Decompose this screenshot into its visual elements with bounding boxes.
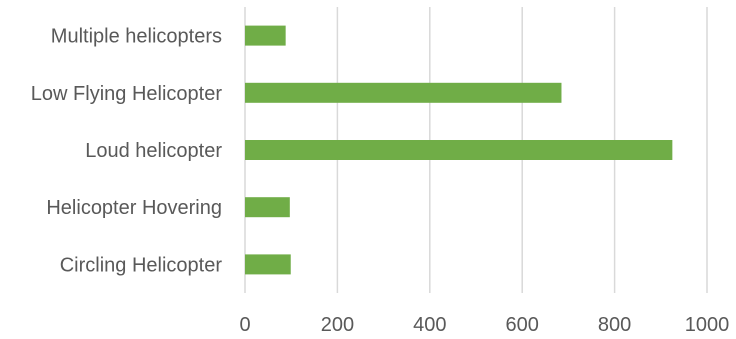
category-label: Helicopter Hovering (46, 197, 222, 219)
bar (245, 254, 291, 275)
x-axis-tick-labels: 0 200 400 600 800 1000 (239, 314, 729, 336)
x-tick-label: 200 (321, 314, 354, 336)
x-tick-label: 0 (239, 314, 250, 336)
category-label: Circling Helicopter (60, 254, 223, 276)
category-labels: Multiple helicopters Low Flying Helicopte… (31, 26, 223, 277)
bar (245, 82, 562, 103)
x-tick-label: 800 (598, 314, 631, 336)
x-tick-label: 400 (413, 314, 446, 336)
x-tick-label: 600 (506, 314, 539, 336)
x-tick-label: 1000 (685, 314, 730, 336)
category-label: Multiple helicopters (51, 26, 222, 48)
bars (245, 25, 673, 275)
category-label: Loud helicopter (85, 140, 222, 162)
bar (245, 140, 673, 160)
category-label: Low Flying Helicopter (31, 83, 223, 105)
bar (245, 197, 290, 218)
bar (245, 25, 286, 46)
